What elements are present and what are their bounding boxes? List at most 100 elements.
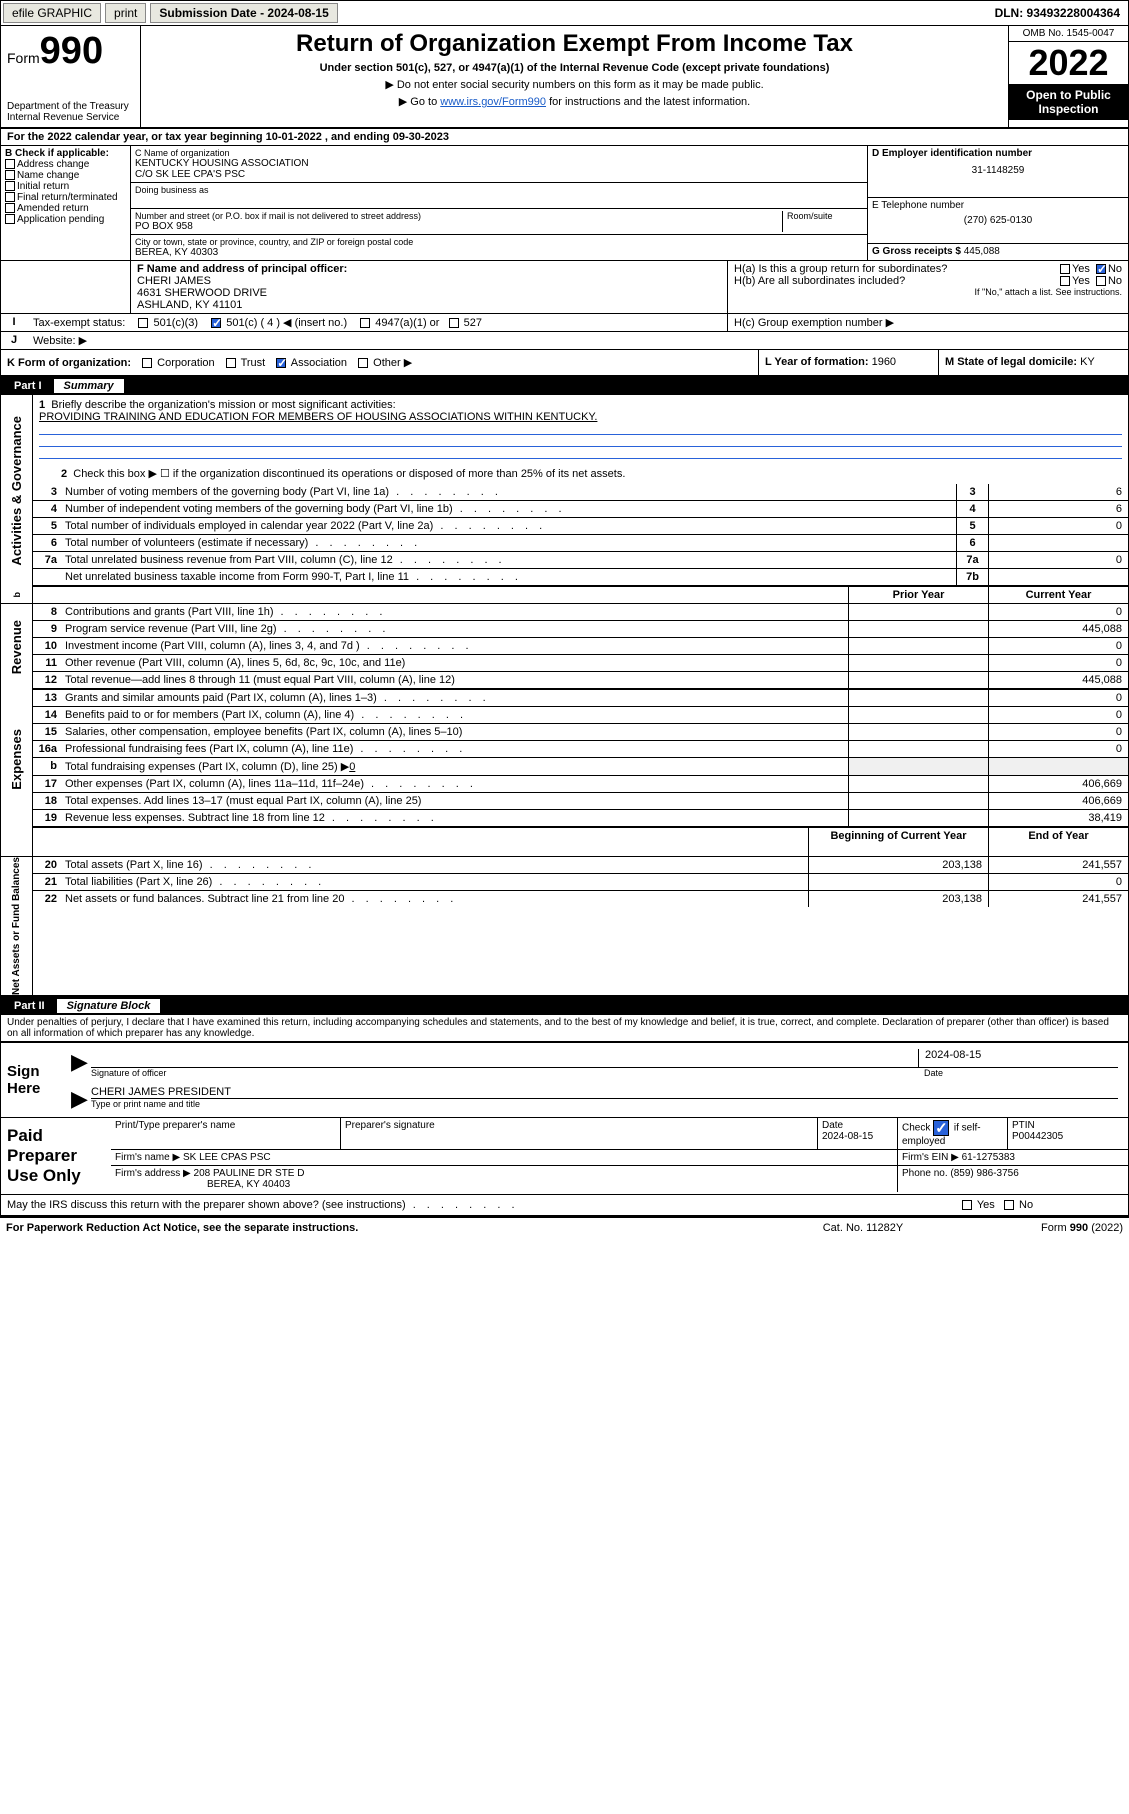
row-f-h: F Name and address of principal officer:…	[0, 261, 1129, 314]
cb-assoc[interactable]	[276, 358, 286, 368]
ptin-value: P00442305	[1012, 1131, 1124, 1142]
irs-label: Internal Revenue Service	[7, 112, 134, 123]
val-6	[988, 535, 1128, 551]
cb-other[interactable]	[358, 358, 368, 368]
firm-address-1: 208 PAULINE DR STE D	[194, 1168, 305, 1179]
officer-sign-name: CHERI JAMES PRESIDENT	[91, 1086, 1118, 1099]
discuss-row: May the IRS discuss this return with the…	[0, 1195, 1129, 1217]
line-10: 10Investment income (Part VIII, column (…	[33, 638, 1128, 655]
box-k-org-form: K Form of organization: Corporation Trus…	[1, 350, 758, 375]
cb-501c[interactable]	[211, 318, 221, 328]
cb-address-change[interactable]	[5, 159, 15, 169]
dln-label: DLN: 93493228004364	[995, 6, 1126, 20]
officer-name: CHERI JAMES	[137, 275, 721, 287]
prep-name-label: Print/Type preparer's name	[115, 1120, 336, 1131]
row-klm: K Form of organization: Corporation Trus…	[0, 350, 1129, 377]
line-7b: Net unrelated business taxable income fr…	[33, 569, 1128, 587]
line-13: 13Grants and similar amounts paid (Part …	[33, 690, 1128, 707]
cb-amended-return[interactable]	[5, 203, 15, 213]
line-19: 19Revenue less expenses. Subtract line 1…	[33, 810, 1128, 828]
box-i-status: Tax-exempt status: 501(c)(3) 501(c) ( 4 …	[27, 314, 728, 331]
line-7a: 7aTotal unrelated business revenue from …	[33, 552, 1128, 569]
org-co: C/O SK LEE CPA'S PSC	[135, 169, 863, 180]
paid-preparer-block: Paid Preparer Use Only Print/Type prepar…	[0, 1118, 1129, 1195]
cb-4947[interactable]	[360, 318, 370, 328]
tax-year: 2022	[1009, 42, 1128, 84]
line-a-text: For the 2022 calendar year, or tax year …	[7, 131, 449, 143]
sig-date-label: Date	[918, 1068, 1118, 1078]
line-11: 11Other revenue (Part VIII, column (A), …	[33, 655, 1128, 672]
line-1-mission: 1 Briefly describe the organization's mi…	[33, 395, 1128, 463]
line-18: 18Total expenses. Add lines 13–17 (must …	[33, 793, 1128, 810]
cb-hb-yes[interactable]	[1060, 276, 1070, 286]
cb-trust[interactable]	[226, 358, 236, 368]
sign-arrow-icon: ▶	[71, 1049, 91, 1078]
box-h-c: H(c) Group exemption number ▶	[728, 314, 1128, 331]
side-label-net-assets: Net Assets or Fund Balances	[11, 857, 22, 995]
line-16b: bTotal fundraising expenses (Part IX, co…	[33, 758, 1128, 776]
prep-sig-label: Preparer's signature	[345, 1120, 813, 1131]
firm-address-2: BEREA, KY 40403	[207, 1179, 290, 1190]
box-c-dba: Doing business as	[131, 183, 867, 209]
sign-arrow-icon-2: ▶	[71, 1086, 91, 1112]
entity-info-block: B Check if applicable: Address change Na…	[0, 146, 1129, 261]
box-c-city: City or town, state or province, country…	[131, 235, 867, 260]
line-16a: 16aProfessional fundraising fees (Part I…	[33, 741, 1128, 758]
paid-preparer-label: Paid Preparer Use Only	[1, 1118, 111, 1194]
cb-527[interactable]	[449, 318, 459, 328]
ein-value: 31-1148259	[872, 165, 1124, 176]
line-14: 14Benefits paid to or for members (Part …	[33, 707, 1128, 724]
phone-value: (270) 625-0130	[872, 215, 1124, 226]
cb-ha-no[interactable]	[1096, 264, 1106, 274]
box-d-ein: D Employer identification number 31-1148…	[868, 146, 1128, 198]
sign-here-label: Sign Here	[1, 1043, 71, 1117]
firm-phone: (859) 986-3756	[950, 1168, 1018, 1179]
print-button[interactable]: print	[105, 3, 146, 23]
cb-501c3[interactable]	[138, 318, 148, 328]
cb-application-pending[interactable]	[5, 214, 15, 224]
form-header: Form990 Department of the Treasury Inter…	[0, 26, 1129, 129]
cb-self-employed[interactable]	[933, 1120, 949, 1136]
perjury-statement: Under penalties of perjury, I declare th…	[0, 1015, 1129, 1041]
line-6: 6Total number of volunteers (estimate if…	[33, 535, 1128, 552]
line-20: 20Total assets (Part X, line 16)203,1382…	[33, 857, 1128, 874]
name-label: C Name of organization	[135, 148, 863, 158]
mission-text: PROVIDING TRAINING AND EDUCATION FOR MEM…	[39, 411, 597, 423]
cb-discuss-yes[interactable]	[962, 1200, 972, 1210]
efile-graphic-label: efile GRAPHIC	[3, 3, 101, 23]
box-b-header: B Check if applicable:	[5, 148, 126, 159]
part-i-header: Part I Summary	[0, 377, 1129, 395]
line-4: 4Number of independent voting members of…	[33, 501, 1128, 518]
org-city: BEREA, KY 40303	[135, 247, 863, 258]
irs-link[interactable]: www.irs.gov/Form990	[440, 96, 546, 108]
h-b-label: H(b) Are all subordinates included?	[734, 275, 1060, 287]
cat-number: Cat. No. 11282Y	[763, 1222, 963, 1234]
line-9: 9Program service revenue (Part VIII, lin…	[33, 621, 1128, 638]
cb-ha-yes[interactable]	[1060, 264, 1070, 274]
box-e-phone: E Telephone number (270) 625-0130	[868, 198, 1128, 244]
cb-discuss-no[interactable]	[1004, 1200, 1014, 1210]
net-assets-header: Beginning of Current Year End of Year	[0, 828, 1129, 857]
cb-final-return[interactable]	[5, 192, 15, 202]
officer-city: ASHLAND, KY 41101	[137, 299, 721, 311]
cb-name-change[interactable]	[5, 170, 15, 180]
page-footer: For Paperwork Reduction Act Notice, see …	[0, 1217, 1129, 1238]
revenue-block: Revenue 8Contributions and grants (Part …	[0, 604, 1129, 690]
open-to-public: Open to Public Inspection	[1009, 84, 1128, 120]
box-g-receipts: G Gross receipts $ 445,088	[868, 244, 1128, 259]
paperwork-notice: For Paperwork Reduction Act Notice, see …	[6, 1222, 763, 1234]
form-990-footer: Form 990 (2022)	[963, 1222, 1123, 1234]
cb-initial-return[interactable]	[5, 181, 15, 191]
cb-corp[interactable]	[142, 358, 152, 368]
line-a-tax-year: For the 2022 calendar year, or tax year …	[0, 129, 1129, 146]
firm-name: SK LEE CPAS PSC	[183, 1152, 271, 1163]
prep-self-employed: Check	[902, 1123, 933, 1134]
net-assets-block: Net Assets or Fund Balances 20Total asse…	[0, 857, 1129, 997]
firm-ein: 61-1275383	[962, 1152, 1015, 1163]
cb-hb-no[interactable]	[1096, 276, 1106, 286]
line-12: 12Total revenue—add lines 8 through 11 (…	[33, 672, 1128, 690]
box-b-checks: B Check if applicable: Address change Na…	[1, 146, 131, 260]
instructions-link-line: ▶ Go to www.irs.gov/Form990 for instruct…	[149, 95, 1000, 108]
org-name: KENTUCKY HOUSING ASSOCIATION	[135, 158, 863, 169]
expenses-block: Expenses 13Grants and similar amounts pa…	[0, 690, 1129, 828]
